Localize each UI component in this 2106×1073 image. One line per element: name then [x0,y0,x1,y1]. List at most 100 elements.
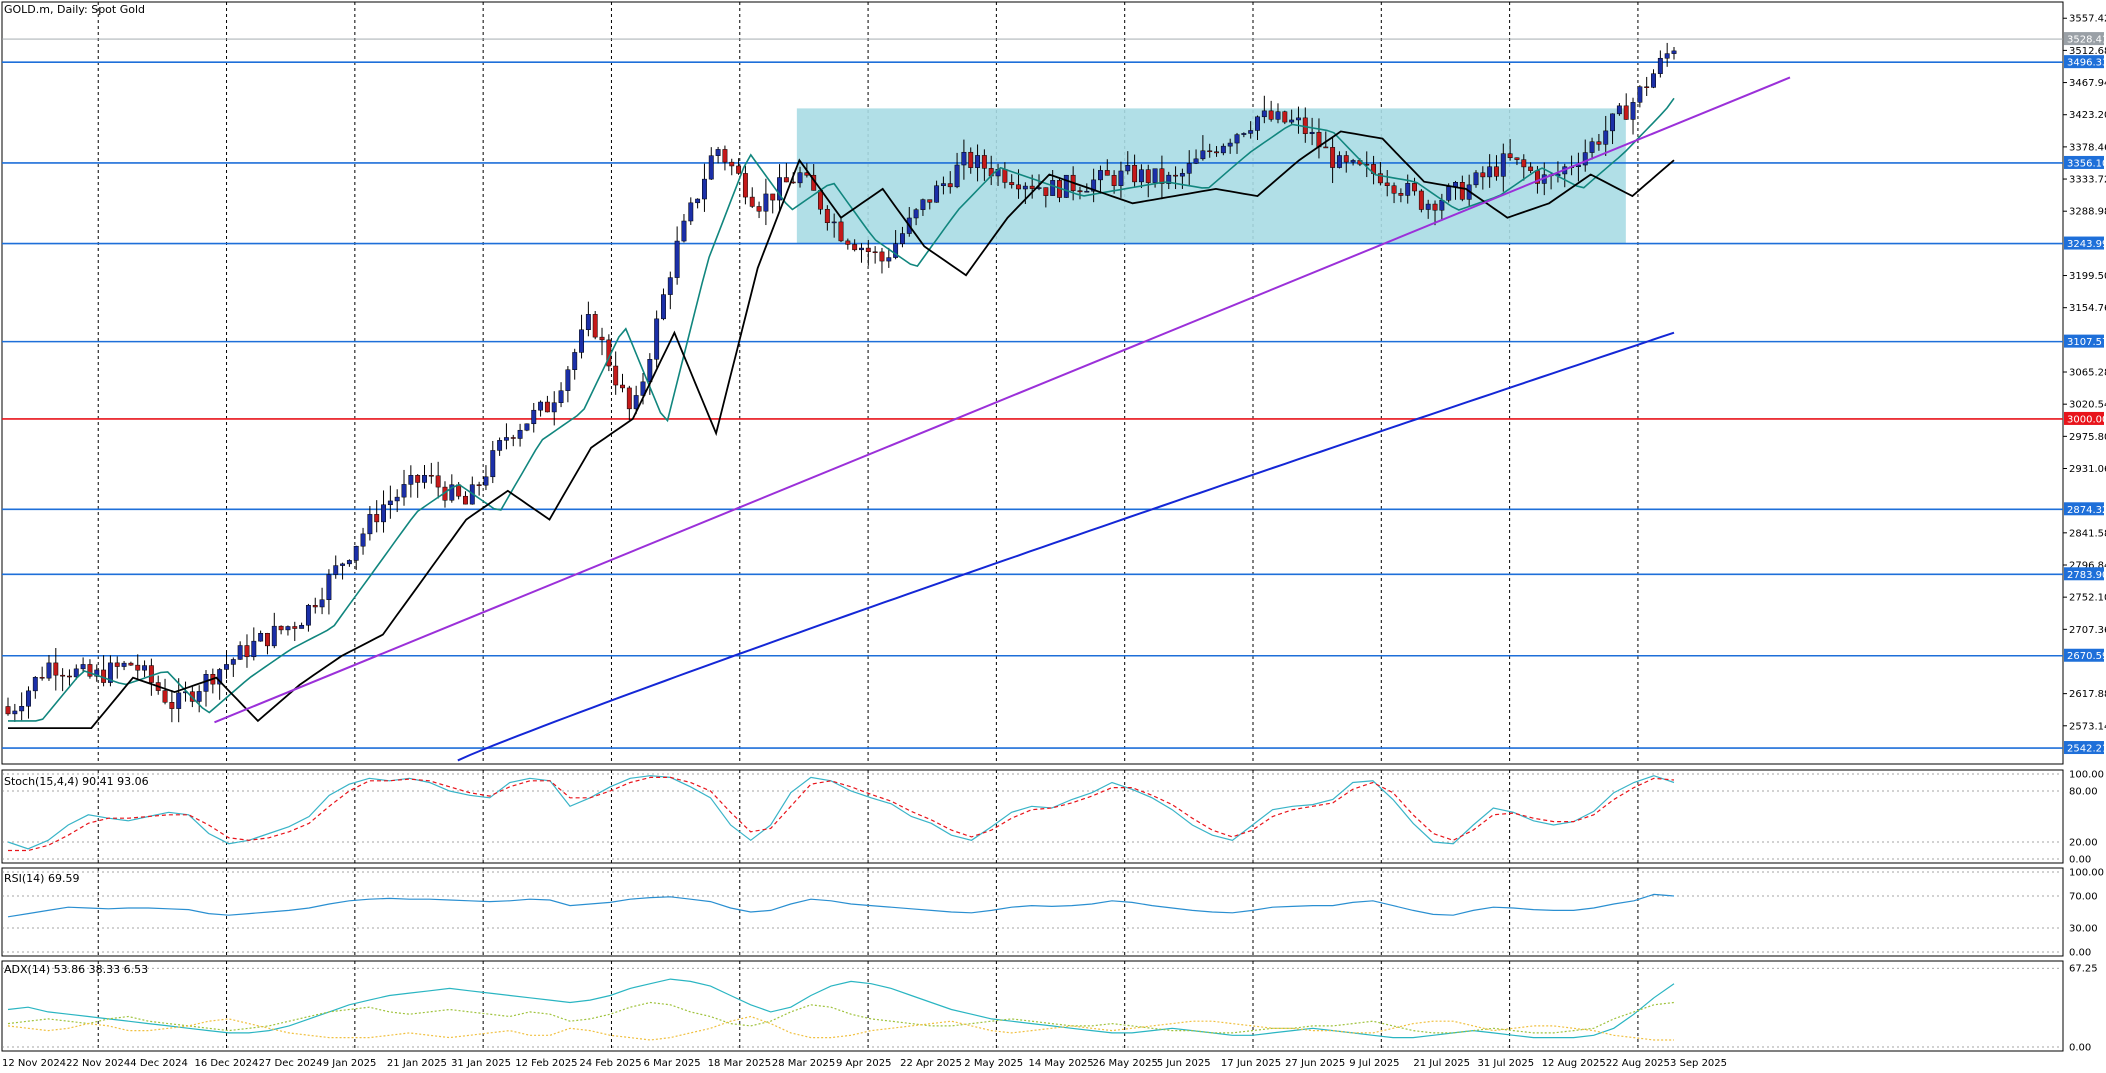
candle-body [818,190,823,210]
candle-body [449,484,455,501]
candle-body [1029,185,1035,189]
candle-body [893,243,899,258]
trendline [214,76,1791,724]
candle-body [640,381,646,396]
price-tick-label: 3423.20 [2069,110,2106,121]
price-tick-label: 3065.28 [2069,368,2106,379]
adx-title: ADX(14) 53.86 38.33 6.53 [4,963,149,976]
candle-body [1473,172,1479,186]
candle-body [258,632,264,642]
date-label: 18 Mar 2025 [708,1058,771,1069]
stoch-level-label: 20.00 [2069,838,2098,849]
candle-body [1610,113,1615,132]
candle-body [408,475,414,485]
candle-body [1616,105,1622,115]
candle-body [1159,168,1165,184]
stoch-series-signal [8,776,1675,852]
candle-body [19,706,25,712]
candle-body [1487,166,1493,178]
candle-body [927,199,933,203]
date-label: 26 May 2025 [1093,1058,1158,1069]
candle-body [1098,170,1103,181]
candle-body [1507,153,1513,159]
candle-body [1207,150,1213,153]
candle-body [435,475,441,488]
candle-body [674,240,680,278]
candle-body [394,496,400,502]
candle-body [1289,119,1295,123]
candle-body [237,645,243,660]
candle-body [1644,86,1650,88]
candle-body [230,659,236,665]
candle-body [1214,151,1219,154]
candle-body [1384,182,1390,186]
candle-body [278,625,284,631]
date-label: 31 Jan 2025 [451,1058,511,1069]
price-tick-label: 2796.84 [2069,560,2106,571]
price-tick-label: 3020.54 [2069,400,2106,411]
candle-body [1589,141,1595,153]
candle-body [142,665,148,671]
candle-body [1391,185,1397,194]
candle-body [135,664,141,671]
candle-body [1398,193,1404,196]
current-price-box [2064,32,2104,46]
candle-body [777,177,782,201]
candle-body [299,624,305,629]
ma-mid-line [8,130,1675,729]
ma-fast-line [8,97,1675,722]
candle-body [265,632,270,647]
candle-body [1261,110,1267,118]
candle-body [39,677,45,679]
candle-body [1418,190,1424,210]
candle-body [620,384,625,389]
candle-body [749,196,755,207]
level-label: 2542.21 [2067,744,2106,755]
date-label: 22 Nov 2024 [66,1058,130,1069]
candle-body [128,662,134,666]
candle-body [1152,168,1158,183]
candle-body [1671,50,1677,54]
candle-body [1125,165,1131,172]
candle-body [1063,174,1069,198]
candle-body [224,664,229,670]
price-tick-label: 3378.46 [2069,142,2106,153]
candle-body [947,183,953,188]
candle-body [667,277,673,295]
candle-body [1234,134,1240,144]
level-label: 3000.00 [2067,414,2106,425]
candle-body [934,185,940,203]
candle-body [558,390,564,403]
candle-body [476,484,482,486]
candle-body [387,500,393,506]
candle-body [599,336,605,341]
candle-body [1480,172,1486,178]
date-label: 9 Jul 2025 [1349,1058,1399,1069]
level-label: 3243.99 [2067,239,2106,250]
rsi-level-label: 0.00 [2069,948,2091,959]
candle-body [94,669,100,677]
candle-body [422,475,427,483]
price-tick-label: 2841.58 [2069,528,2106,539]
candle-body [1657,57,1663,74]
candle-body [654,318,660,360]
stoch-series-main [7,775,1675,850]
candle-body [1022,185,1028,190]
date-label: 28 Mar 2025 [772,1058,835,1069]
candle-body [783,177,789,183]
adx-series-di [7,1001,1675,1034]
candle-body [920,199,926,210]
rsi-level-label: 100.00 [2069,868,2104,879]
candle-body [1104,170,1110,176]
candle-body [1077,190,1083,193]
candle-body [26,690,31,707]
candle-body [346,560,352,565]
date-label: 16 Dec 2024 [194,1058,258,1069]
candle-body [565,369,571,391]
candle-body [1282,111,1288,123]
candle-body [360,533,366,547]
rsi-series-rsi [7,893,1675,918]
price-tick-label: 3199.50 [2069,271,2106,282]
candle-body [1350,160,1356,163]
candle-body [579,329,584,353]
